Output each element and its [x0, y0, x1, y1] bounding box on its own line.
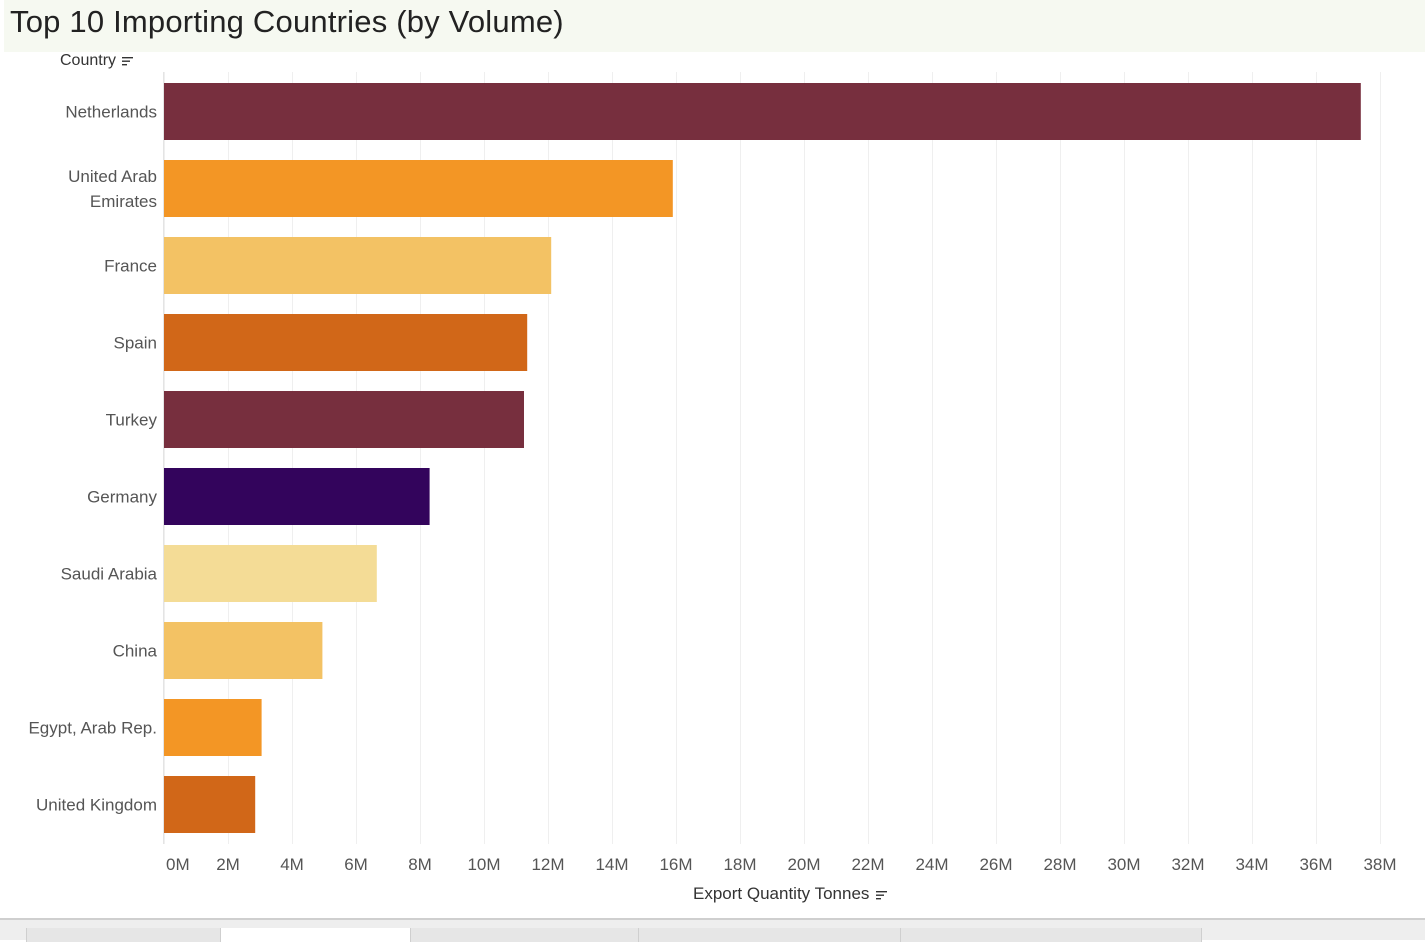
x-tick-label: 34M — [1235, 855, 1268, 874]
bar[interactable] — [164, 237, 551, 294]
bar[interactable] — [164, 83, 1361, 140]
y-tick-labels: Netherlands United Arab Emirates France Spai… — [28, 103, 157, 815]
y-tick-label: Emirates — [90, 192, 157, 211]
y-tick-label: Saudi Arabia — [61, 565, 158, 584]
y-tick-label: China — [113, 642, 158, 661]
x-tick-label: 10M — [467, 855, 500, 874]
x-tick-label: 32M — [1171, 855, 1204, 874]
x-tick-label: 28M — [1043, 855, 1076, 874]
x-tick-label: 12M — [531, 855, 564, 874]
sort-icon[interactable] — [876, 890, 888, 900]
x-tick-label: 18M — [723, 855, 756, 874]
bar-chart: Netherlands United Arab Emirates France Spai… — [0, 0, 1425, 918]
x-tick-label: 22M — [851, 855, 884, 874]
bar[interactable] — [164, 391, 524, 448]
x-tick-label: 6M — [344, 855, 368, 874]
x-tick-label: 0M — [166, 855, 190, 874]
x-tick-label: 30M — [1107, 855, 1140, 874]
x-tick-label: 20M — [787, 855, 820, 874]
bar[interactable] — [164, 622, 322, 679]
bar[interactable] — [164, 468, 430, 525]
bar[interactable] — [164, 160, 673, 217]
bar[interactable] — [164, 314, 527, 371]
x-tick-label: 8M — [408, 855, 432, 874]
x-axis-header[interactable]: Export Quantity Tonnes — [693, 884, 888, 904]
y-tick-label: France — [104, 257, 157, 276]
y-tick-label: Netherlands — [65, 103, 157, 122]
y-tick-label: Germany — [87, 488, 157, 507]
y-tick-label: Spain — [114, 334, 157, 353]
bar-layer — [164, 83, 1361, 833]
bar[interactable] — [164, 699, 262, 756]
bar[interactable] — [164, 545, 377, 602]
x-tick-label: 24M — [915, 855, 948, 874]
x-tick-label: 38M — [1363, 855, 1396, 874]
x-axis-title: Export Quantity Tonnes — [693, 884, 869, 903]
x-tick-label: 14M — [595, 855, 628, 874]
y-tick-label: United Kingdom — [36, 796, 157, 815]
sheet-tab-strip — [0, 918, 1425, 940]
x-tick-label: 36M — [1299, 855, 1332, 874]
y-tick-label: Turkey — [106, 411, 158, 430]
y-tick-label: Egypt, Arab Rep. — [28, 719, 157, 738]
bar[interactable] — [164, 776, 255, 833]
x-tick-label: 26M — [979, 855, 1012, 874]
x-tick-label: 2M — [216, 855, 240, 874]
y-tick-label: United Arab — [68, 167, 157, 186]
x-tick-label: 4M — [280, 855, 304, 874]
x-tick-label: 16M — [659, 855, 692, 874]
x-tick-labels: 0M 2M 4M 6M 8M 10M 12M 14M 16M 18M 20M 22M 24M 26M 28M… — [166, 855, 1397, 874]
